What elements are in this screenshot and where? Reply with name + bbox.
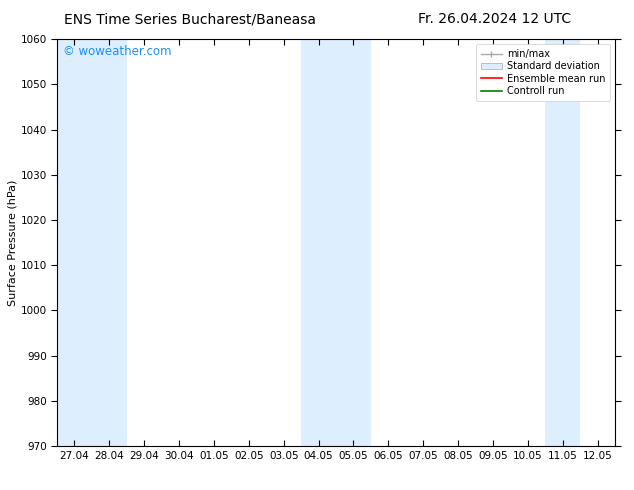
Text: © woweather.com: © woweather.com — [63, 45, 171, 58]
Bar — [336, 39, 371, 446]
Bar — [301, 39, 336, 446]
Bar — [92, 39, 127, 446]
Bar — [545, 39, 580, 446]
Y-axis label: Surface Pressure (hPa): Surface Pressure (hPa) — [8, 179, 18, 306]
Text: ENS Time Series Bucharest/Baneasa: ENS Time Series Bucharest/Baneasa — [64, 12, 316, 26]
Legend: min/max, Standard deviation, Ensemble mean run, Controll run: min/max, Standard deviation, Ensemble me… — [476, 44, 610, 101]
Bar — [57, 39, 92, 446]
Text: Fr. 26.04.2024 12 UTC: Fr. 26.04.2024 12 UTC — [418, 12, 571, 26]
